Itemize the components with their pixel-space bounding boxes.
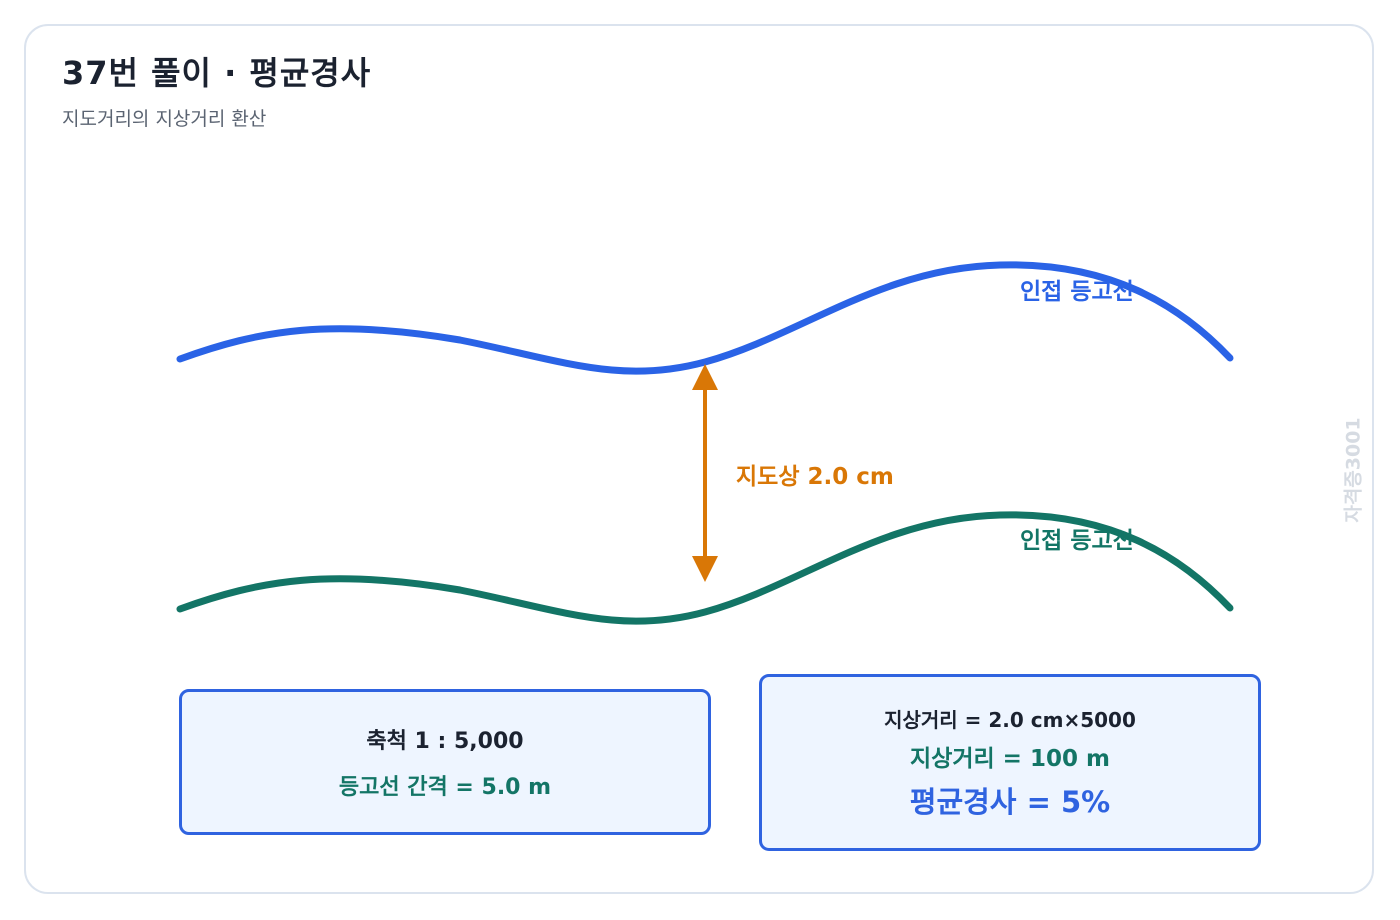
- map-distance-arrowhead-up: [692, 364, 718, 390]
- result-info-box: 지상거리 = 2.0 cm×5000 지상거리 = 100 m 평균경사 = 5…: [759, 674, 1261, 851]
- scale-info-box: 축척 1 : 5,000 등고선 간격 = 5.0 m: [179, 689, 711, 835]
- page-subtitle: 지도거리의 지상거리 환산: [62, 108, 267, 130]
- map-distance-label: 지도상 2.0 cm: [736, 464, 894, 490]
- page-title: 37번 풀이 · 평균경사: [62, 54, 372, 92]
- lower-contour-line: [176, 511, 1234, 625]
- lower-contour-label: 인접 등고선: [1020, 528, 1134, 554]
- map-distance-arrowhead-down: [692, 556, 718, 582]
- upper-contour-line: [176, 261, 1234, 375]
- scale-text: 축척 1 : 5,000: [366, 729, 524, 754]
- contour-interval-text: 등고선 간격 = 5.0 m: [338, 775, 552, 800]
- ground-distance-formula: 지상거리 = 2.0 cm×5000: [884, 708, 1136, 732]
- watermark: 자격증3001: [1342, 417, 1365, 523]
- ground-distance-result: 지상거리 = 100 m: [910, 746, 1110, 772]
- average-slope-result: 평균경사 = 5%: [909, 785, 1111, 819]
- upper-contour-label: 인접 등고선: [1020, 279, 1134, 305]
